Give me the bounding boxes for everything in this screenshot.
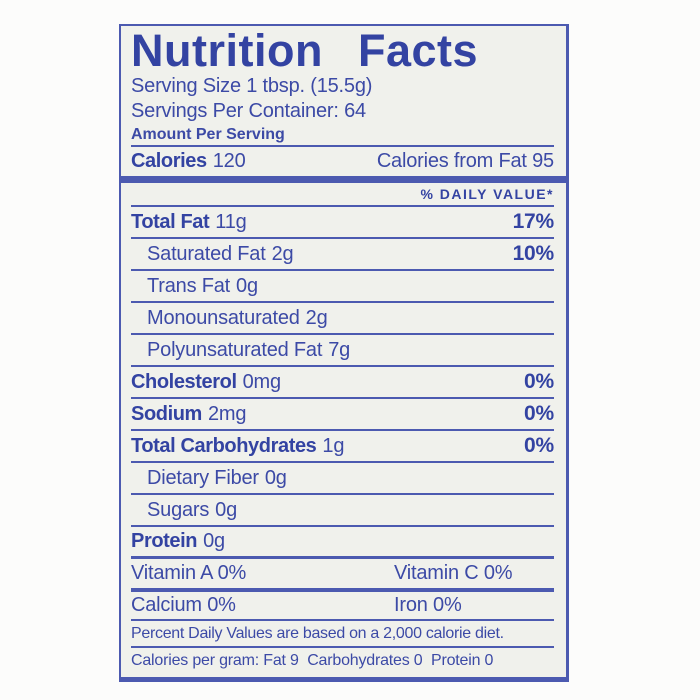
divider: [131, 145, 554, 147]
nutrient-row-total-fat: Total Fat 11g 17%: [131, 207, 554, 239]
calories-value: 120: [212, 150, 246, 172]
label-title: Nutrition Facts: [131, 25, 479, 76]
servings-per-container: Servings Per Container: 64: [131, 100, 366, 122]
daily-value-header: % DAILY VALUE*: [420, 186, 554, 202]
nutrient-name: Monounsaturated: [147, 306, 300, 329]
vitamin-a: Vitamin A 0%: [131, 562, 247, 584]
divider: [131, 205, 554, 207]
nutrient-amount: 11g: [215, 210, 247, 233]
calories-row: Calories 120 Calories from Fat 95: [131, 147, 554, 176]
daily-values-footnote: Percent Daily Values are based on a 2,00…: [131, 624, 504, 642]
nutrient-name: Dietary Fiber: [147, 466, 259, 489]
vitamin-row-a-c: Vitamin A 0% Vitamin C 0%: [131, 559, 554, 588]
nutrient-amount: 0mg: [242, 370, 282, 393]
nutrient-row-monounsaturated: Monounsaturated 2g: [131, 303, 554, 335]
vitamin-row-calcium-iron: Calcium 0% Iron 0%: [131, 592, 554, 621]
nutrient-name: Trans Fat: [147, 274, 231, 297]
nutrient-daily-value: 17%: [512, 210, 555, 233]
calcium: Calcium 0%: [131, 594, 236, 616]
nutrient-daily-value: 0%: [524, 434, 554, 457]
nutrient-amount: 0g: [215, 498, 238, 521]
nutrient-name: Protein: [131, 530, 198, 552]
nutrient-row-cholesterol: Cholesterol 0mg 0%: [131, 367, 554, 399]
nutrient-row-dietary-fiber: Dietary Fiber 0g: [131, 463, 554, 495]
footnote-row: Percent Daily Values are based on a 2,00…: [131, 621, 554, 648]
calories-from-fat: Calories from Fat 95: [376, 150, 554, 172]
nutrient-row-total-carbohydrates: Total Carbohydrates 1g 0%: [131, 431, 554, 463]
nutrient-name: Total Carbohydrates: [131, 434, 317, 457]
serving-size: Serving Size 1 tbsp. (15.5g): [131, 75, 373, 97]
nutrient-row-sugars: Sugars 0g: [131, 495, 554, 527]
vitamin-c: Vitamin C 0%: [394, 562, 513, 584]
nutrient-daily-value: 0%: [524, 370, 554, 393]
amount-per-serving: Amount Per Serving: [131, 126, 285, 143]
nutrition-facts-label: Nutrition Facts Serving Size 1 tbsp. (15…: [119, 24, 569, 682]
nutrient-row-sodium: Sodium 2mg 0%: [131, 399, 554, 431]
nutrient-row-protein: Protein 0g: [131, 527, 554, 559]
nutrient-amount: 2g: [305, 306, 328, 329]
nutrient-name: Sodium: [131, 402, 202, 425]
nutrient-name: Sugars: [147, 498, 210, 521]
nutrient-daily-value: 0%: [524, 402, 554, 425]
nutrient-amount: 0g: [203, 530, 225, 552]
nutrient-row-polyunsaturated-fat: Polyunsaturated Fat 7g: [131, 335, 554, 367]
nutrient-amount: 2mg: [207, 402, 247, 425]
nutrient-daily-value: 10%: [512, 242, 555, 265]
nutrient-amount: 0g: [236, 274, 258, 297]
nutrient-amount: 1g: [322, 434, 345, 457]
iron: Iron 0%: [394, 594, 462, 616]
nutrient-amount: 0g: [264, 466, 287, 489]
nutrient-name: Cholesterol: [131, 370, 237, 393]
nutrient-name: Total Fat: [131, 210, 210, 233]
nutrient-amount: 7g: [328, 338, 351, 361]
double-divider: [131, 588, 554, 592]
calories-per-gram-row: Calories per gram: Fat 9 Carbohydrates 0…: [131, 648, 554, 673]
thick-separator-bar: [121, 176, 566, 183]
nutrient-amount: 2g: [271, 242, 294, 265]
calories-label: Calories: [131, 150, 207, 172]
nutrient-row-trans-fat: Trans Fat 0g: [131, 271, 554, 303]
nutrient-name: Polyunsaturated Fat: [147, 338, 323, 361]
nutrient-row-saturated-fat: Saturated Fat 2g 10%: [131, 239, 554, 271]
nutrient-name: Saturated Fat: [147, 242, 266, 265]
calories-per-gram: Calories per gram: Fat 9 Carbohydrates 0…: [131, 651, 494, 669]
